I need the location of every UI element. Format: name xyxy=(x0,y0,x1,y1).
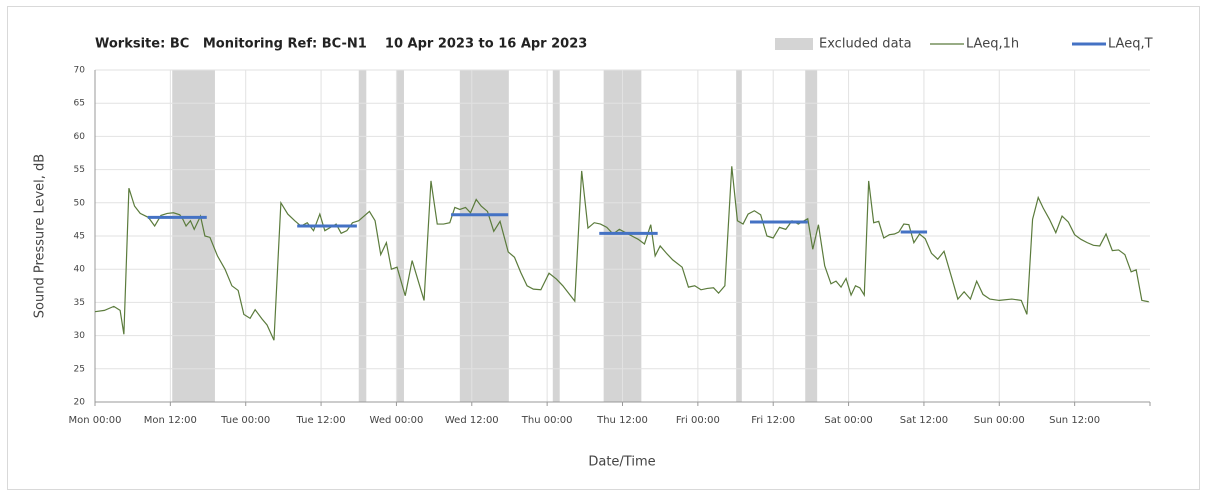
x-tick-label: Tue 00:00 xyxy=(220,415,270,426)
legend-label: Excluded data xyxy=(819,37,912,52)
x-tick-label: Mon 12:00 xyxy=(144,415,197,426)
x-tick-label: Sat 12:00 xyxy=(900,415,948,426)
x-tick-label: Wed 12:00 xyxy=(445,415,499,426)
x-tick-label: Fri 00:00 xyxy=(676,415,720,426)
legend-swatch xyxy=(775,38,813,50)
x-axis-label: Date/Time xyxy=(588,455,655,470)
legend-label: LAeq,T xyxy=(1108,37,1153,52)
x-tick-label: Sat 00:00 xyxy=(824,415,872,426)
legend-label: LAeq,1h xyxy=(966,37,1019,52)
x-tick-label: Sun 00:00 xyxy=(974,415,1025,426)
x-tick-label: Thu 00:00 xyxy=(521,415,573,426)
x-tick-label: Wed 00:00 xyxy=(370,415,424,426)
x-tick-label: Mon 00:00 xyxy=(68,415,121,426)
series-line xyxy=(94,166,1149,341)
y-axis-label: Sound Pressure Level, dB xyxy=(33,154,48,318)
y-tick-label: 30 xyxy=(74,331,86,341)
y-tick-label: 45 xyxy=(74,232,85,242)
x-tick-label: Sun 12:00 xyxy=(1049,415,1100,426)
y-tick-label: 25 xyxy=(74,364,85,374)
chart-title: Worksite: BC Monitoring Ref: BC-N1 10 Ap… xyxy=(95,37,587,52)
y-tick-label: 40 xyxy=(74,265,86,275)
y-tick-label: 70 xyxy=(74,66,86,76)
y-tick-label: 60 xyxy=(74,132,86,142)
x-tick-label: Fri 12:00 xyxy=(751,415,795,426)
y-tick-label: 55 xyxy=(74,165,85,175)
y-tick-label: 35 xyxy=(74,298,85,308)
y-tick-label: 50 xyxy=(74,198,86,208)
y-tick-label: 20 xyxy=(74,398,86,408)
x-tick-label: Thu 12:00 xyxy=(596,415,648,426)
chart-frame xyxy=(7,6,1200,490)
y-tick-label: 65 xyxy=(74,99,85,109)
x-tick-label: Tue 12:00 xyxy=(296,415,346,426)
